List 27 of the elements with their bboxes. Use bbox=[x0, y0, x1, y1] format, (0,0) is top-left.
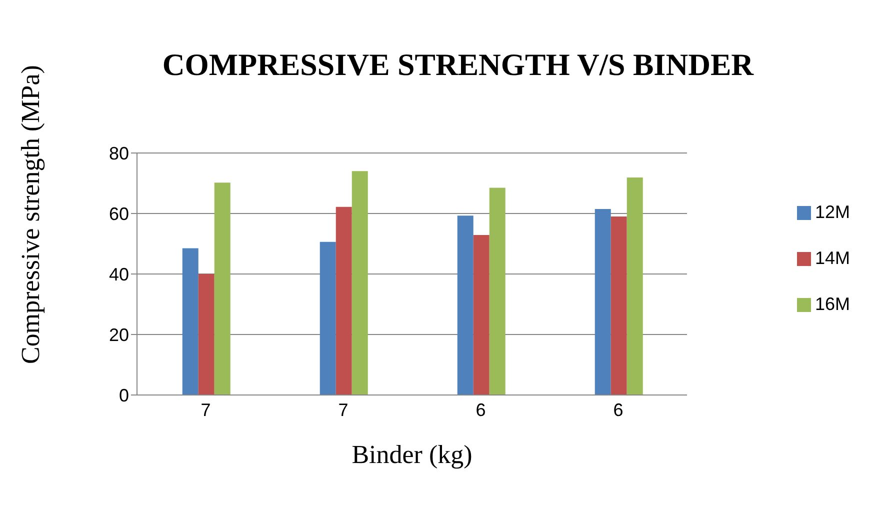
bar bbox=[198, 274, 214, 395]
chart-title: COMPRESSIVE STRENGTH V/S BINDER bbox=[161, 46, 755, 84]
x-tick-label: 6 bbox=[613, 400, 624, 420]
legend-label: 16M bbox=[814, 294, 850, 314]
y-tick-label: 0 bbox=[118, 385, 129, 406]
x-tick-label: 7 bbox=[338, 400, 348, 420]
y-axis-title: Compressive strength (MPa) bbox=[16, 65, 46, 364]
bar bbox=[182, 248, 198, 395]
bar bbox=[626, 178, 643, 395]
x-axis-title: Binder (kg) bbox=[352, 440, 472, 469]
x-tick-label: 7 bbox=[200, 400, 211, 420]
bar bbox=[457, 216, 474, 395]
y-tick-label: 40 bbox=[108, 264, 129, 284]
bar bbox=[214, 182, 230, 395]
bar bbox=[336, 206, 352, 395]
legend-label: 12M bbox=[814, 202, 850, 222]
bar bbox=[320, 242, 336, 395]
y-tick-label: 20 bbox=[108, 324, 129, 345]
bar bbox=[489, 188, 506, 395]
legend-label: 14M bbox=[814, 248, 850, 268]
y-tick-label: 80 bbox=[108, 143, 129, 164]
y-tick-label: 60 bbox=[108, 204, 129, 224]
bar bbox=[610, 216, 627, 395]
x-tick-label: 6 bbox=[476, 400, 486, 420]
bar bbox=[473, 234, 490, 395]
bar bbox=[352, 171, 368, 395]
bar bbox=[594, 208, 611, 395]
